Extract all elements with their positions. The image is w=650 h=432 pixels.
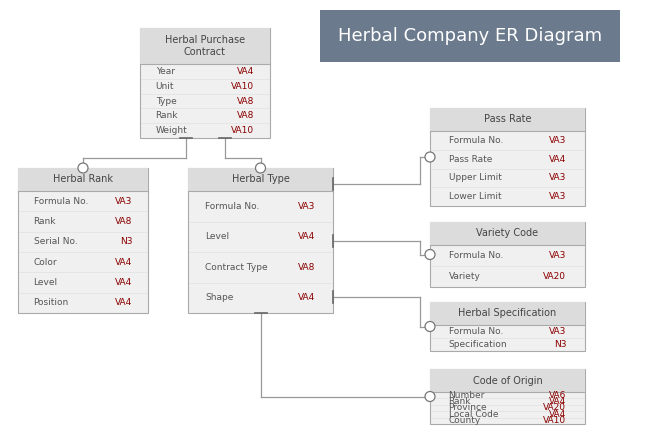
Text: VA8: VA8 bbox=[237, 96, 254, 105]
Text: VA8: VA8 bbox=[237, 111, 254, 120]
Text: VA4: VA4 bbox=[549, 397, 566, 406]
Text: Type: Type bbox=[155, 96, 176, 105]
Text: Shape: Shape bbox=[205, 293, 234, 302]
Text: VA10: VA10 bbox=[543, 416, 566, 425]
Bar bbox=[430, 222, 585, 287]
Text: N3: N3 bbox=[120, 237, 133, 246]
Text: VA4: VA4 bbox=[237, 67, 254, 76]
Bar bbox=[140, 28, 270, 64]
Text: VA10: VA10 bbox=[231, 82, 254, 91]
Text: VA10: VA10 bbox=[231, 126, 254, 135]
Text: Unit: Unit bbox=[155, 82, 174, 91]
Text: Level: Level bbox=[34, 278, 58, 287]
Text: Pass Rate: Pass Rate bbox=[448, 155, 492, 164]
Text: VA3: VA3 bbox=[115, 197, 133, 206]
Circle shape bbox=[78, 163, 88, 173]
Text: VA8: VA8 bbox=[115, 217, 133, 226]
Text: Variety: Variety bbox=[448, 272, 480, 281]
Text: VA20: VA20 bbox=[543, 403, 566, 413]
Circle shape bbox=[425, 321, 435, 331]
Bar bbox=[18, 168, 148, 191]
Text: Year: Year bbox=[155, 67, 175, 76]
Text: Contract Type: Contract Type bbox=[205, 263, 268, 272]
Text: Code of Origin: Code of Origin bbox=[473, 375, 542, 385]
Text: VA6: VA6 bbox=[549, 391, 566, 400]
Text: VA3: VA3 bbox=[298, 202, 316, 211]
Bar bbox=[430, 369, 585, 424]
Text: VA3: VA3 bbox=[549, 173, 566, 182]
Bar bbox=[188, 168, 333, 313]
Text: VA4: VA4 bbox=[298, 232, 316, 241]
Text: Lower Limit: Lower Limit bbox=[448, 192, 501, 201]
Text: Formula No.: Formula No. bbox=[448, 251, 503, 260]
Text: County: County bbox=[448, 416, 481, 425]
Text: Herbal Rank: Herbal Rank bbox=[53, 175, 113, 184]
Bar bbox=[320, 10, 620, 62]
Text: Upper Limit: Upper Limit bbox=[448, 173, 502, 182]
Text: Number: Number bbox=[448, 391, 485, 400]
Text: VA4: VA4 bbox=[115, 278, 133, 287]
Text: VA4: VA4 bbox=[115, 299, 133, 307]
Bar bbox=[140, 28, 270, 138]
Text: Formula No.: Formula No. bbox=[448, 136, 503, 145]
Bar bbox=[430, 222, 585, 245]
Text: VA3: VA3 bbox=[549, 192, 566, 201]
Text: Rank: Rank bbox=[34, 217, 56, 226]
Text: Serial No.: Serial No. bbox=[34, 237, 77, 246]
Bar bbox=[430, 369, 585, 392]
Text: VA3: VA3 bbox=[549, 251, 566, 260]
Text: Formula No.: Formula No. bbox=[448, 327, 503, 336]
Text: Formula No.: Formula No. bbox=[34, 197, 88, 206]
Text: Local Code: Local Code bbox=[448, 410, 498, 419]
Text: VA4: VA4 bbox=[298, 293, 316, 302]
Circle shape bbox=[255, 163, 265, 173]
Text: Herbal Company ER Diagram: Herbal Company ER Diagram bbox=[338, 27, 602, 45]
Text: Rank: Rank bbox=[448, 397, 471, 406]
Text: Province: Province bbox=[448, 403, 488, 413]
Circle shape bbox=[425, 250, 435, 260]
Bar bbox=[430, 108, 585, 131]
Text: Level: Level bbox=[205, 232, 229, 241]
Text: Herbal Type: Herbal Type bbox=[231, 175, 289, 184]
Bar bbox=[18, 168, 148, 313]
Text: VA3: VA3 bbox=[549, 136, 566, 145]
Bar bbox=[430, 302, 585, 351]
Text: Position: Position bbox=[34, 299, 69, 307]
Text: Weight: Weight bbox=[155, 126, 187, 135]
Text: N3: N3 bbox=[554, 340, 566, 349]
Text: Color: Color bbox=[34, 257, 57, 267]
Bar bbox=[430, 108, 585, 206]
Circle shape bbox=[425, 152, 435, 162]
Bar bbox=[188, 168, 333, 191]
Text: VA8: VA8 bbox=[298, 263, 316, 272]
Text: Herbal Specification: Herbal Specification bbox=[458, 308, 556, 318]
Circle shape bbox=[425, 391, 435, 401]
Text: Pass Rate: Pass Rate bbox=[484, 114, 531, 124]
Text: VA4: VA4 bbox=[115, 257, 133, 267]
Text: Formula No.: Formula No. bbox=[205, 202, 260, 211]
Text: Variety Code: Variety Code bbox=[476, 229, 539, 238]
Text: Herbal Purchase
Contract: Herbal Purchase Contract bbox=[165, 35, 245, 57]
Bar bbox=[430, 302, 585, 325]
Text: VA20: VA20 bbox=[543, 272, 566, 281]
Text: VA3: VA3 bbox=[549, 327, 566, 336]
Text: Rank: Rank bbox=[155, 111, 178, 120]
Text: VA4: VA4 bbox=[549, 410, 566, 419]
Text: VA4: VA4 bbox=[549, 155, 566, 164]
Text: Specification: Specification bbox=[448, 340, 507, 349]
